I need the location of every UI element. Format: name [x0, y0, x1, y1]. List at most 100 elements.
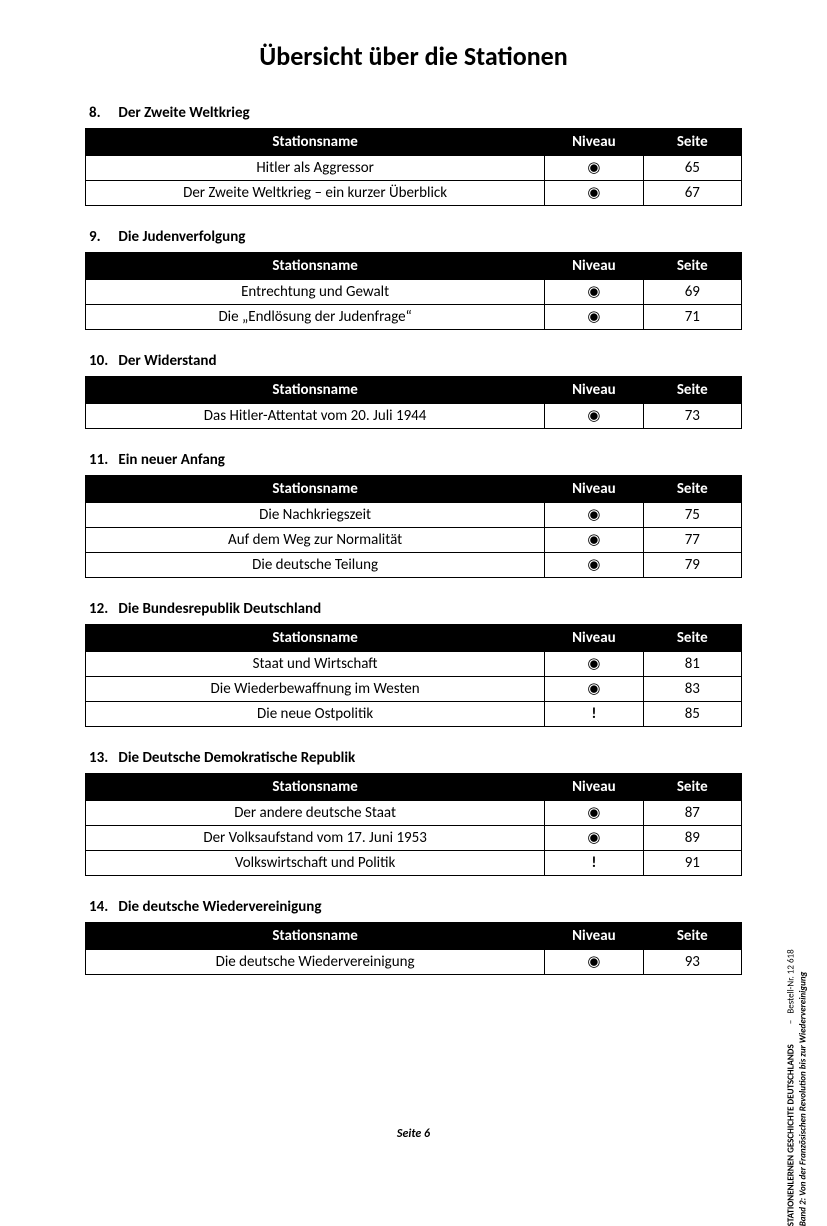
section-heading: 11. Ein neuer Anfang: [85, 451, 742, 469]
table-row: Die deutsche Teilung◉79: [86, 553, 742, 578]
niveau-exclamation-icon: !: [591, 705, 596, 723]
station-niveau: !: [545, 851, 643, 876]
station-niveau: ◉: [545, 677, 643, 702]
section-heading: 13. Die Deutsche Demokratische Republik: [85, 749, 742, 767]
table-row: Das Hitler-Attentat vom 20. Juli 1944◉73: [86, 404, 742, 429]
section: 8. Der Zweite Weltkrieg StationsnameNivea…: [85, 104, 742, 206]
station-name: Das Hitler-Attentat vom 20. Juli 1944: [86, 404, 545, 429]
station-table: StationsnameNiveauSeiteEntrechtung und G…: [85, 252, 742, 330]
table-row: Staat und Wirtschaft◉81: [86, 652, 742, 677]
station-table: StationsnameNiveauSeiteDas Hitler-Attent…: [85, 376, 742, 429]
section: 11. Ein neuer Anfang StationsnameNiveauSe…: [85, 451, 742, 578]
station-table: StationsnameNiveauSeiteDie Nachkriegszei…: [85, 475, 742, 578]
section: 12. Die Bundesrepublik Deutschland Statio…: [85, 600, 742, 727]
section: 10. Der Widerstand StationsnameNiveauSeit…: [85, 352, 742, 429]
niveau-dot-icon: ◉: [587, 184, 600, 202]
station-page: 85: [643, 702, 741, 727]
table-header-name: Stationsname: [86, 625, 545, 652]
station-name: Die Wiederbewaffnung im Westen: [86, 677, 545, 702]
station-page: 89: [643, 826, 741, 851]
niveau-dot-icon: ◉: [587, 829, 600, 847]
section-title: Der Zweite Weltkrieg: [115, 104, 250, 122]
section-title: Die deutsche Wiedervereinigung: [115, 898, 321, 916]
station-name: Die deutsche Teilung: [86, 553, 545, 578]
table-row: Die „Endlösung der Judenfrage“ ◉ 71: [86, 305, 742, 330]
station-name: Die „Endlösung der Judenfrage“: [86, 305, 545, 330]
station-name: Staat und Wirtschaft: [86, 652, 545, 677]
section-title: Ein neuer Anfang: [115, 451, 225, 469]
table-row: Volkswirtschaft und Politik! 91: [86, 851, 742, 876]
station-name: Auf dem Weg zur Normalität: [86, 528, 545, 553]
station-niveau: ◉: [545, 404, 643, 429]
section-number: 10.: [89, 352, 115, 370]
section-title: Die Deutsche Demokratische Republik: [115, 749, 355, 767]
station-name: Der Volksaufstand vom 17. Juni 1953: [86, 826, 545, 851]
side-title: STATIONENLERNEN GESCHICHTE DEUTSCHLANDS: [786, 1044, 797, 1226]
station-niveau: !: [545, 702, 643, 727]
section-number: 14.: [89, 898, 115, 916]
station-page: 93: [643, 950, 741, 975]
station-niveau: ◉: [545, 305, 643, 330]
niveau-dot-icon: ◉: [587, 506, 600, 524]
station-name: Hitler als Aggressor: [86, 156, 545, 181]
table-header-seite: Seite: [643, 923, 741, 950]
station-niveau: ◉: [545, 553, 643, 578]
station-name: Die neue Ostpolitik: [86, 702, 545, 727]
station-page: 77: [643, 528, 741, 553]
sections-container: 8. Der Zweite WeltkriegStationsnameNivea…: [85, 104, 742, 975]
section-heading: 10. Der Widerstand: [85, 352, 742, 370]
station-niveau: ◉: [545, 156, 643, 181]
table-header-niveau: Niveau: [545, 476, 643, 503]
section-heading: 8. Der Zweite Weltkrieg: [85, 104, 742, 122]
table-header-seite: Seite: [643, 476, 741, 503]
table-row: Die Wiederbewaffnung im Westen◉83: [86, 677, 742, 702]
station-niveau: ◉: [545, 528, 643, 553]
table-header-seite: Seite: [643, 377, 741, 404]
table-header-name: Stationsname: [86, 923, 545, 950]
niveau-dot-icon: ◉: [587, 804, 600, 822]
page-title: Übersicht über die Stationen: [85, 40, 742, 72]
table-row: Auf dem Weg zur Normalität◉77: [86, 528, 742, 553]
section-heading: 12. Die Bundesrepublik Deutschland: [85, 600, 742, 618]
table-header-seite: Seite: [643, 625, 741, 652]
station-page: 81: [643, 652, 741, 677]
section: 14. Die deutsche WiedervereinigungStatio…: [85, 898, 742, 975]
station-name: Entrechtung und Gewalt: [86, 280, 545, 305]
table-row: Entrechtung und Gewalt◉69: [86, 280, 742, 305]
side-subtitle: Band 2: Von der Französischen Revolution…: [797, 971, 808, 1226]
station-table: StationsnameNiveauSeiteHitler als Aggres…: [85, 128, 742, 206]
station-name: Volkswirtschaft und Politik: [86, 851, 545, 876]
station-page: 83: [643, 677, 741, 702]
niveau-dot-icon: ◉: [587, 556, 600, 574]
table-row: Der Zweite Weltkrieg – ein kurzer Überbl…: [86, 181, 742, 206]
station-name: Die deutsche Wiedervereinigung: [86, 950, 545, 975]
table-header-niveau: Niveau: [545, 129, 643, 156]
page-footer: Seite 6: [0, 1127, 827, 1141]
side-text: STATIONENLERNEN GESCHICHTE DEUTSCHLANDS …: [786, 949, 809, 1226]
side-order: – Bestell-Nr. 12 618: [786, 949, 797, 1024]
station-page: 91: [643, 851, 741, 876]
section-number: 12.: [89, 600, 115, 618]
table-header-seite: Seite: [643, 774, 741, 801]
station-page: 71: [643, 305, 741, 330]
table-header-name: Stationsname: [86, 253, 545, 280]
section-number: 8.: [89, 104, 115, 122]
station-table: StationsnameNiveauSeiteDie deutsche Wied…: [85, 922, 742, 975]
station-niveau: ◉: [545, 950, 643, 975]
table-header-name: Stationsname: [86, 129, 545, 156]
table-header-name: Stationsname: [86, 377, 545, 404]
niveau-dot-icon: ◉: [587, 159, 600, 177]
station-page: 67: [643, 181, 741, 206]
station-page: 75: [643, 503, 741, 528]
station-table: StationsnameNiveauSeiteDer andere deutsc…: [85, 773, 742, 876]
table-row: Die neue Ostpolitik! 85: [86, 702, 742, 727]
niveau-exclamation-icon: !: [591, 854, 596, 872]
table-row: Die Nachkriegszeit◉75: [86, 503, 742, 528]
niveau-dot-icon: ◉: [587, 953, 600, 971]
table-header-niveau: Niveau: [545, 253, 643, 280]
niveau-dot-icon: ◉: [587, 308, 600, 326]
section-title: Die Judenverfolgung: [115, 228, 245, 246]
station-niveau: ◉: [545, 801, 643, 826]
section-heading: 14. Die deutsche Wiedervereinigung: [85, 898, 742, 916]
section: 13. Die Deutsche Demokratische Republik S…: [85, 749, 742, 876]
